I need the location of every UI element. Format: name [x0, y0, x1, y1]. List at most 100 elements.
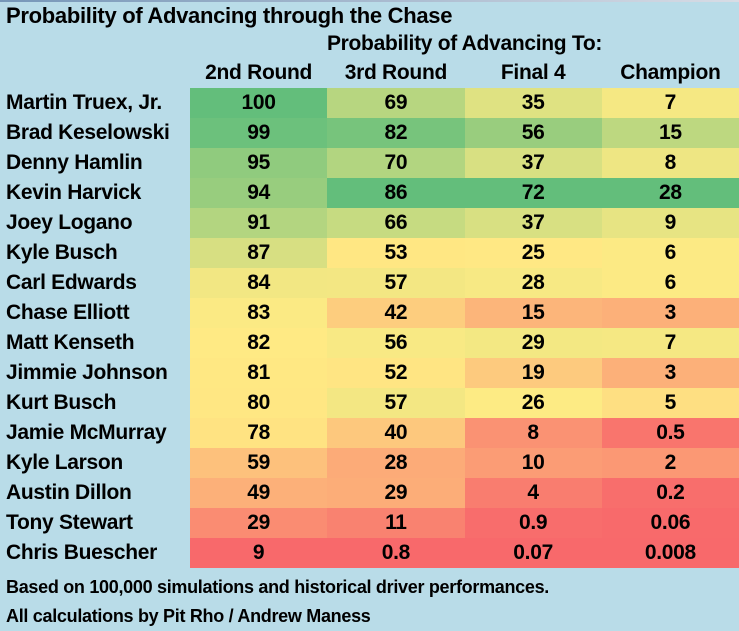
probability-cell: 83 — [190, 298, 328, 328]
table-row: Jimmie Johnson 81 52 19 3 — [0, 358, 739, 388]
driver-name: Joey Logano — [6, 211, 133, 234]
probability-cell: 56 — [327, 328, 465, 358]
table-row: Carl Edwards 84 57 28 6 — [0, 268, 739, 298]
probability-cell: 72 — [464, 178, 602, 208]
table-row: Kurt Busch 80 57 26 5 — [0, 388, 739, 418]
probability-cell: 86 — [327, 178, 465, 208]
driver-name: Jamie McMurray — [6, 421, 167, 444]
table-row: Brad Keselowski 99 82 56 15 — [0, 118, 739, 148]
driver-name: Kyle Busch — [6, 241, 118, 264]
table-row: Denny Hamlin 95 70 37 8 — [0, 148, 739, 178]
probability-cell: 28 — [464, 268, 602, 298]
table-row: Kyle Busch 87 53 25 6 — [0, 238, 739, 268]
footer-note-credits: All calculations by Pit Rho / Andrew Man… — [6, 606, 371, 626]
probability-cell: 52 — [327, 358, 465, 388]
probability-cell: 9 — [601, 208, 739, 238]
probability-cell: 42 — [327, 298, 465, 328]
probability-cell: 53 — [327, 238, 465, 268]
probability-cell: 0.008 — [601, 538, 739, 568]
probability-cell: 0.2 — [601, 478, 739, 508]
probability-cell: 0.9 — [464, 508, 602, 538]
probability-cell: 100 — [190, 88, 328, 118]
probability-cell: 40 — [327, 418, 465, 448]
probability-cell: 59 — [190, 448, 328, 478]
probability-cell: 8 — [464, 418, 602, 448]
probability-cell: 4 — [464, 478, 602, 508]
probability-cell: 37 — [464, 208, 602, 238]
probability-cell: 35 — [464, 88, 602, 118]
table-row: Martin Truex, Jr. 100 69 35 7 — [0, 88, 739, 118]
window-top-edge — [0, 0, 739, 2]
probability-cell: 66 — [327, 208, 465, 238]
table-row: Austin Dillon 49 29 4 0.2 — [0, 478, 739, 508]
probability-cell: 57 — [327, 268, 465, 298]
column-header-champion: Champion — [620, 61, 721, 84]
driver-name: Martin Truex, Jr. — [6, 91, 162, 114]
probability-cell: 56 — [464, 118, 602, 148]
probability-cell: 57 — [327, 388, 465, 418]
driver-name: Kyle Larson — [6, 451, 123, 474]
probability-cell: 5 — [601, 388, 739, 418]
driver-name: Chris Buescher — [6, 541, 158, 564]
probability-cell: 19 — [464, 358, 602, 388]
column-header-row: 2nd Round 3rd Round Final 4 Champion — [190, 58, 739, 88]
probability-cell: 94 — [190, 178, 328, 208]
table-subtitle: Probability of Advancing To: — [326, 32, 603, 55]
probability-cell: 69 — [327, 88, 465, 118]
column-header-final-4: Final 4 — [500, 61, 566, 84]
probability-cell: 11 — [327, 508, 465, 538]
probability-cell: 8 — [601, 148, 739, 178]
probability-cell: 10 — [464, 448, 602, 478]
driver-name: Tony Stewart — [6, 511, 133, 534]
table-row: Matt Kenseth 82 56 29 7 — [0, 328, 739, 358]
probability-cell: 2 — [601, 448, 739, 478]
probability-cell: 70 — [327, 148, 465, 178]
probability-cell: 29 — [464, 328, 602, 358]
table-row: Tony Stewart 29 11 0.9 0.06 — [0, 508, 739, 538]
driver-name: Jimmie Johnson — [6, 361, 168, 384]
probability-cell: 0.07 — [464, 538, 602, 568]
table-row: Chris Buescher 9 0.8 0.07 0.008 — [0, 538, 739, 568]
probability-cell: 0.8 — [327, 538, 465, 568]
probability-cell: 49 — [190, 478, 328, 508]
probability-cell: 84 — [190, 268, 328, 298]
probability-cell: 25 — [464, 238, 602, 268]
probability-cell: 95 — [190, 148, 328, 178]
driver-name: Matt Kenseth — [6, 331, 135, 354]
table-row: Kyle Larson 59 28 10 2 — [0, 448, 739, 478]
probability-cell: 78 — [190, 418, 328, 448]
probability-cell: 80 — [190, 388, 328, 418]
probability-cell: 26 — [464, 388, 602, 418]
probability-cell: 7 — [601, 328, 739, 358]
probability-cell: 81 — [190, 358, 328, 388]
probability-cell: 37 — [464, 148, 602, 178]
table-row: Kevin Harvick 94 86 72 28 — [0, 178, 739, 208]
probability-cell: 87 — [190, 238, 328, 268]
probability-cell: 15 — [464, 298, 602, 328]
heatmap-rows: Martin Truex, Jr. 100 69 35 7 Brad Keselowski… — [0, 88, 739, 568]
probability-cell: 3 — [601, 358, 739, 388]
probability-cell: 29 — [327, 478, 465, 508]
table-row: Chase Elliott 83 42 15 3 — [0, 298, 739, 328]
driver-name: Kurt Busch — [6, 391, 117, 414]
footer-note-simulations: Based on 100,000 simulations and histori… — [6, 577, 550, 597]
probability-cell: 82 — [327, 118, 465, 148]
driver-name: Kevin Harvick — [6, 181, 142, 204]
column-header-3rd-round: 3rd Round — [344, 61, 448, 84]
driver-name: Carl Edwards — [6, 271, 137, 294]
probability-cell: 15 — [601, 118, 739, 148]
probability-cell: 29 — [190, 508, 328, 538]
probability-cell: 9 — [190, 538, 328, 568]
probability-cell: 6 — [601, 238, 739, 268]
page-title: Probability of Advancing through the Cha… — [6, 3, 453, 28]
probability-cell: 28 — [327, 448, 465, 478]
probability-cell: 82 — [190, 328, 328, 358]
probability-cell: 0.06 — [601, 508, 739, 538]
driver-name: Chase Elliott — [6, 301, 130, 324]
driver-name: Austin Dillon — [6, 481, 132, 504]
footer-notes: Based on 100,000 simulations and histori… — [0, 568, 739, 631]
probability-cell: 7 — [601, 88, 739, 118]
driver-name: Denny Hamlin — [6, 151, 143, 174]
probability-cell: 28 — [601, 178, 739, 208]
